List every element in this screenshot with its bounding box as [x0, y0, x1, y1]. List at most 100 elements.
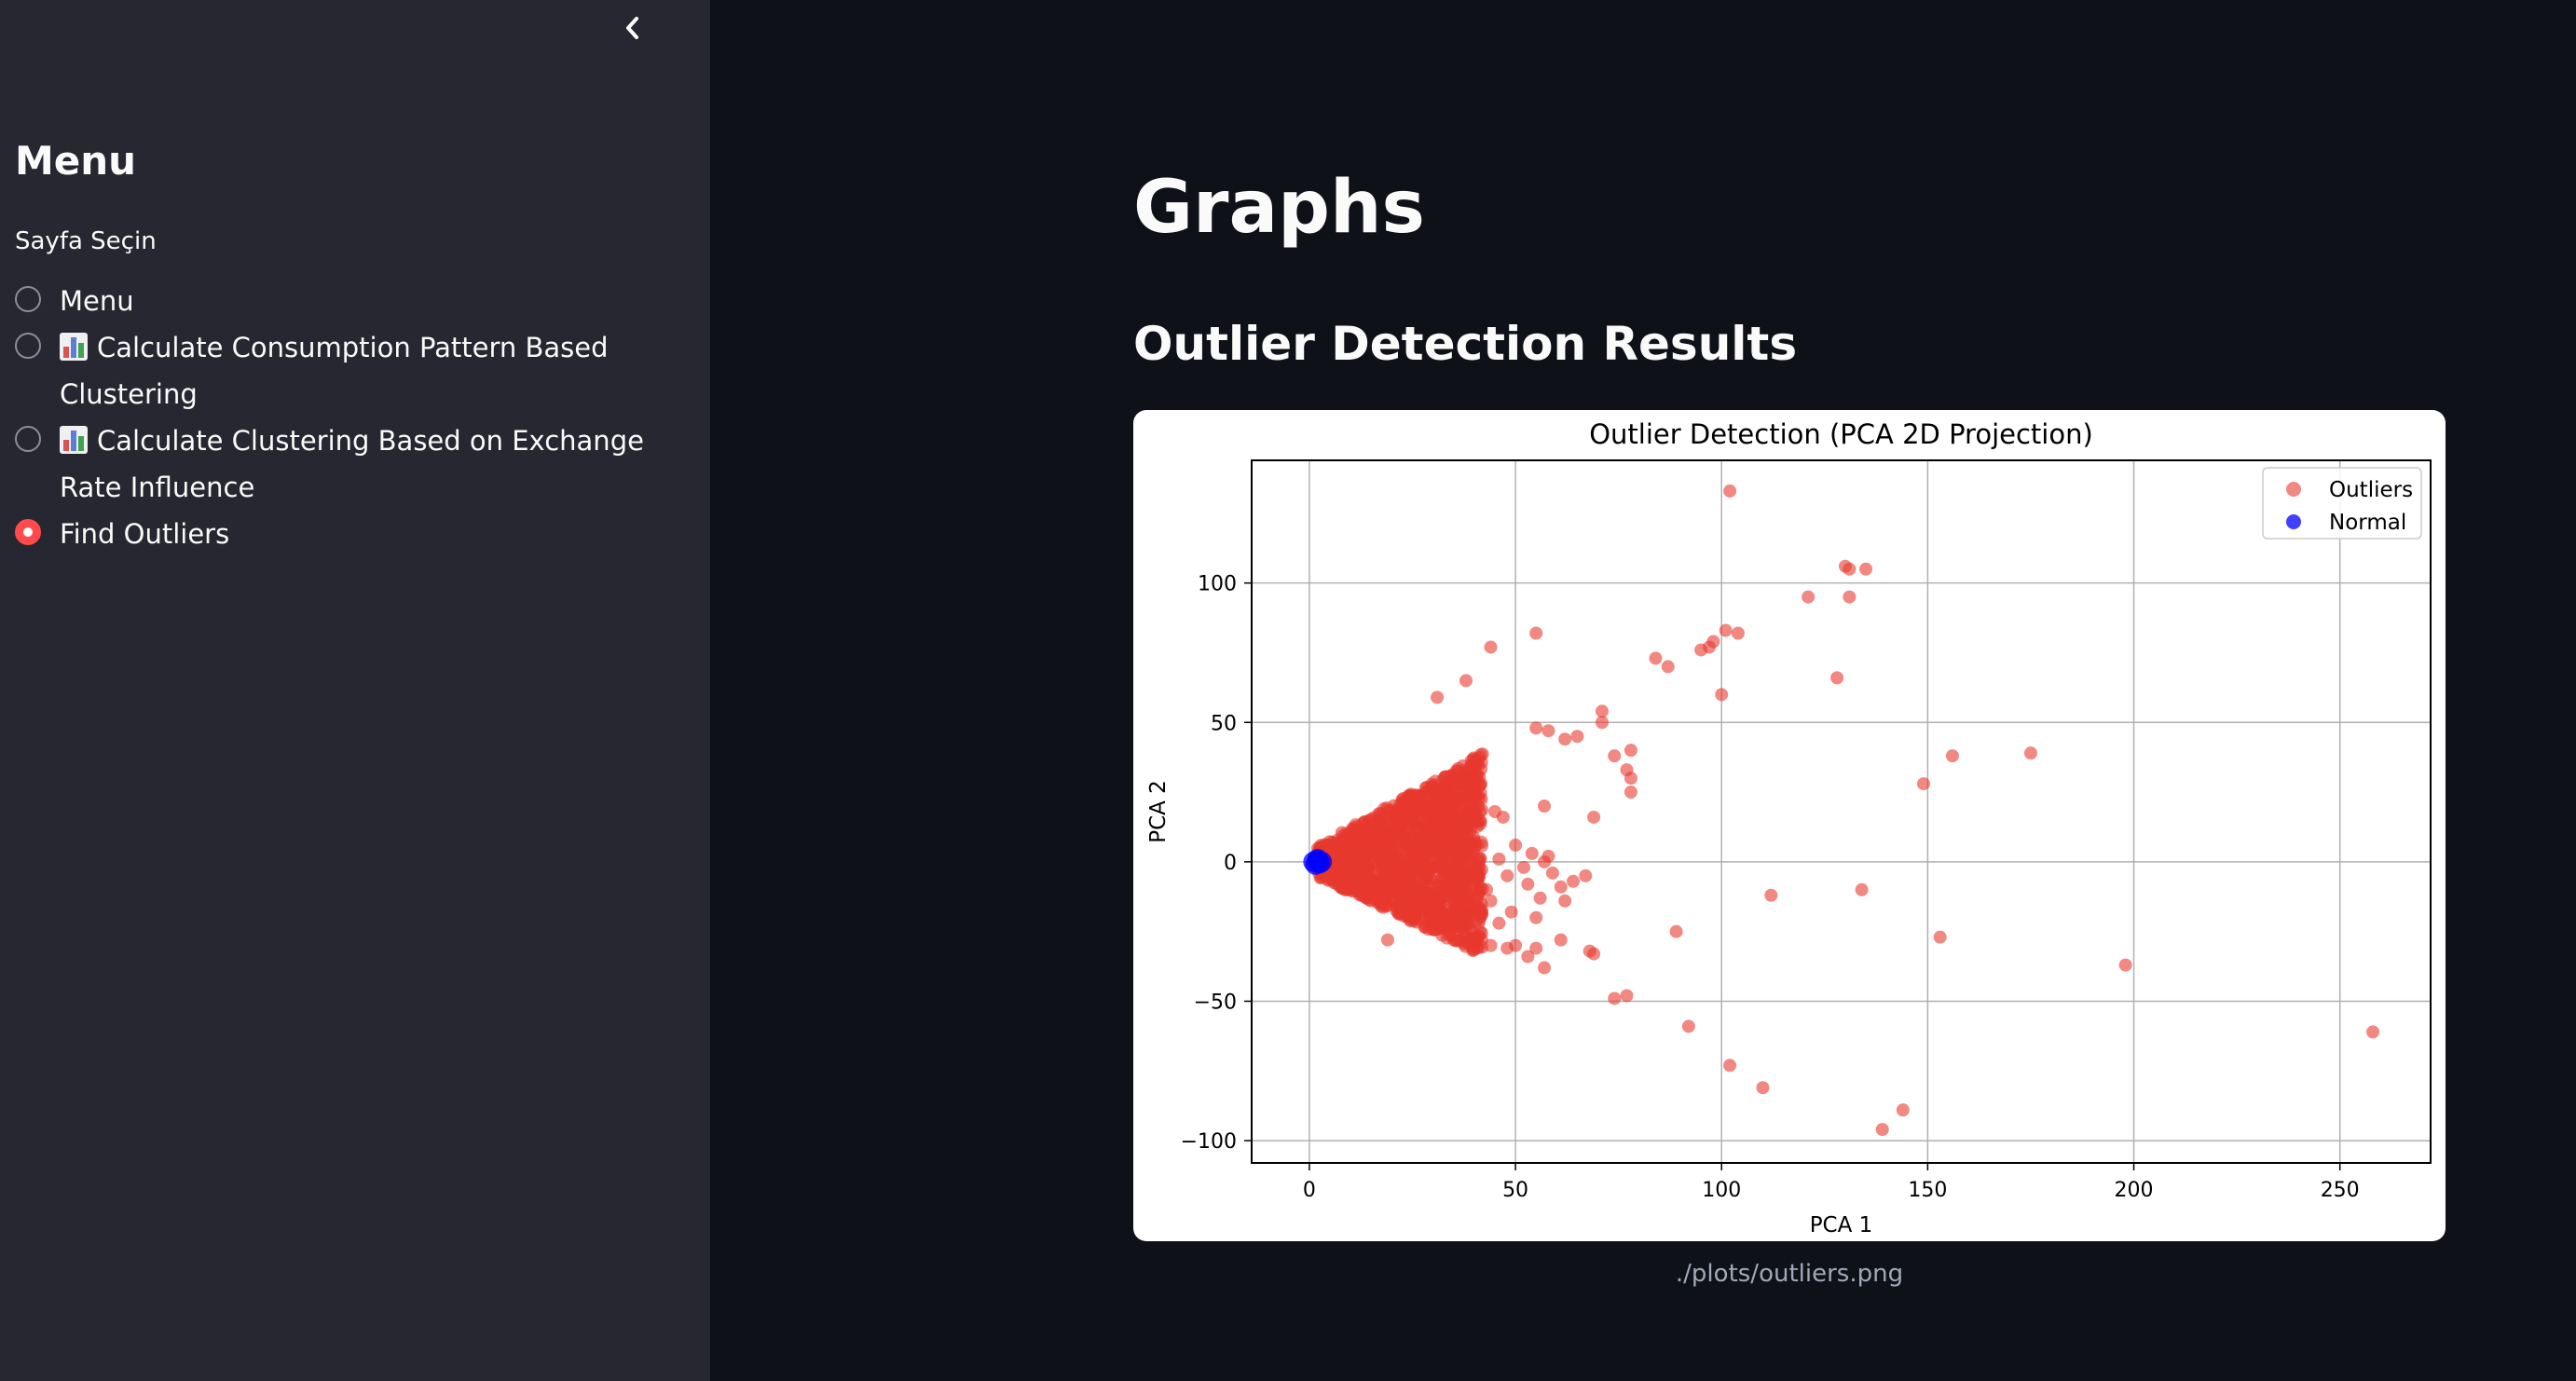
section-title: Outlier Detection Results: [1133, 317, 1798, 371]
outlier-point: [1431, 690, 1445, 704]
outlier-point: [1357, 821, 1371, 835]
outlier-point: [1764, 888, 1778, 902]
legend-box: [2262, 467, 2422, 540]
outlier-point: [1403, 841, 1417, 855]
outlier-point: [1484, 894, 1498, 908]
outlier-point: [1579, 868, 1593, 882]
outlier-point: [1395, 897, 1409, 911]
outlier-point: [1408, 851, 1422, 865]
outlier-point: [1802, 590, 1816, 604]
outlier-point: [1558, 894, 1572, 908]
outlier-point: [2366, 1025, 2380, 1039]
image-caption: ./plots/outliers.png: [1675, 1260, 1904, 1288]
outlier-point: [1411, 824, 1425, 838]
outlier-point: [2118, 958, 2132, 972]
y-tick-label: 0: [1224, 852, 1237, 875]
radio-option-1[interactable]: Calculate Consumption Pattern Based Clus…: [15, 324, 667, 417]
outlier-point: [1380, 933, 1394, 947]
outlier-point: [1496, 810, 1510, 824]
outlier-point: [1669, 924, 1683, 938]
plot-frame: [1251, 459, 2432, 1164]
x-axis-label: PCA 1: [1810, 1213, 1873, 1237]
outlier-point: [1830, 671, 1844, 685]
outlier-point: [1516, 860, 1530, 874]
outlier-point: [1896, 1103, 1910, 1117]
outlier-point: [1608, 991, 1622, 1005]
collapse-sidebar-button[interactable]: [615, 9, 649, 47]
sidebar-title: Menu: [15, 138, 137, 184]
outlier-point: [1459, 791, 1473, 805]
outlier-point: [1433, 843, 1447, 857]
outlier-point: [1444, 868, 1458, 882]
outlier-point: [1521, 950, 1535, 964]
outlier-point: [1484, 938, 1498, 952]
radio-group-label: Sayfa Seçin: [15, 227, 157, 255]
outlier-point: [1453, 850, 1467, 864]
outlier-point: [1391, 883, 1405, 897]
outlier-point: [1453, 908, 1467, 922]
outlier-point: [1484, 640, 1498, 654]
radio-option-label: Find Outliers: [60, 518, 230, 550]
outlier-point: [1509, 838, 1523, 852]
outlier-point: [1430, 825, 1444, 839]
outlier-point: [1418, 898, 1432, 912]
outlier-point: [1723, 484, 1737, 498]
outlier-point: [1567, 874, 1580, 888]
outlier-point: [1436, 917, 1450, 931]
outlier-point: [1855, 882, 1869, 896]
outlier-point: [1620, 989, 1634, 1003]
legend-label: Outliers: [2329, 478, 2413, 502]
outlier-point: [1424, 777, 1438, 791]
outlier-point: [1439, 817, 1453, 831]
outlier-point: [1525, 846, 1539, 860]
outlier-point: [1533, 891, 1547, 905]
radio-unselected-icon: [15, 333, 41, 359]
outlier-point: [1694, 643, 1708, 657]
outlier-point: [1401, 861, 1415, 875]
outlier-point: [1473, 900, 1487, 914]
outlier-point: [1331, 848, 1345, 862]
outlier-point: [1435, 803, 1449, 817]
x-tick-label: 150: [1908, 1179, 1947, 1202]
outlier-point: [1426, 916, 1440, 930]
outlier-point: [1756, 1081, 1770, 1095]
outlier-point: [1595, 716, 1609, 730]
chart-title: Outlier Detection (PCA 2D Projection): [1589, 418, 2093, 450]
outlier-point: [1371, 896, 1385, 909]
radio-option-3[interactable]: Find Outliers: [15, 511, 667, 557]
legend-marker: [2286, 514, 2301, 529]
outlier-point: [1916, 777, 1930, 791]
outlier-point: [1545, 866, 1559, 880]
outlier-point: [1451, 827, 1465, 841]
outlier-point: [2023, 746, 2037, 760]
outlier-point: [1405, 895, 1419, 909]
outlier-point: [1446, 882, 1459, 896]
outlier-point: [1425, 834, 1439, 848]
x-tick-label: 250: [2321, 1179, 2360, 1202]
outlier-point: [1681, 1019, 1695, 1033]
outlier-point: [1541, 724, 1555, 738]
outlier-point: [1480, 882, 1494, 896]
outlier-point: [1529, 626, 1543, 640]
outlier-point: [1404, 812, 1418, 826]
radio-option-2[interactable]: Calculate Clustering Based on Exchange R…: [15, 417, 667, 511]
outlier-point: [1538, 961, 1552, 975]
outlier-point: [1538, 800, 1552, 814]
outlier-point: [1418, 869, 1432, 883]
outlier-point: [1446, 895, 1459, 909]
outlier-point: [1407, 883, 1421, 897]
outlier-point: [1370, 878, 1384, 892]
outlier-point: [1343, 872, 1357, 886]
outlier-point: [1521, 877, 1535, 891]
outlier-point: [1719, 623, 1733, 637]
outlier-point: [1859, 562, 1873, 576]
radio-option-0[interactable]: Menu: [15, 278, 667, 324]
outlier-point: [1322, 872, 1336, 886]
outlier-point: [1337, 831, 1351, 845]
outlier-point: [1649, 651, 1663, 665]
outlier-point: [1407, 911, 1421, 925]
radio-selected-icon: [15, 519, 41, 545]
legend-label: Normal: [2329, 511, 2406, 535]
outlier-point: [1456, 866, 1470, 880]
radio-option-label: Calculate Clustering Based on Exchange R…: [60, 425, 644, 503]
